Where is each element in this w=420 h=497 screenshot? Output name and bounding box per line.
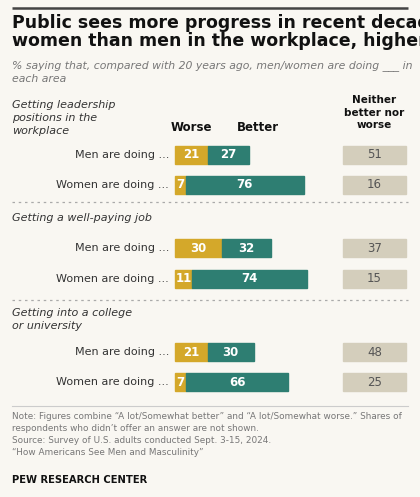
Bar (343, 176, 406, 194)
Text: Men are doing ...: Men are doing ... (75, 150, 169, 160)
Text: 32: 32 (238, 242, 255, 254)
Text: 11: 11 (176, 272, 192, 285)
Text: 16: 16 (367, 178, 382, 191)
Text: 15: 15 (367, 272, 382, 285)
Text: respondents who didn’t offer an answer are not shown.: respondents who didn’t offer an answer a… (12, 424, 259, 433)
Text: Getting a well-paying job: Getting a well-paying job (12, 213, 152, 223)
Text: 7: 7 (176, 376, 184, 389)
Text: women than men in the workplace, higher education: women than men in the workplace, higher … (12, 32, 420, 50)
Text: 21: 21 (183, 149, 200, 162)
Text: Source: Survey of U.S. adults conducted Sept. 3-15, 2024.: Source: Survey of U.S. adults conducted … (12, 436, 271, 445)
Bar (192, 270, 307, 288)
Text: % saying that, compared with 20 years ago, men/women are doing ___ in
each area: % saying that, compared with 20 years ag… (12, 60, 412, 84)
Text: 76: 76 (236, 178, 253, 191)
Text: 48: 48 (367, 345, 382, 358)
Text: Note: Figures combine “A lot/Somewhat better” and “A lot/Somewhat worse.” Shares: Note: Figures combine “A lot/Somewhat be… (12, 412, 402, 421)
Bar (343, 146, 406, 164)
Text: 30: 30 (223, 345, 239, 358)
Bar (207, 146, 249, 164)
Text: Men are doing ...: Men are doing ... (75, 243, 169, 253)
Text: Men are doing ...: Men are doing ... (75, 347, 169, 357)
Text: “How Americans See Men and Masculinity”: “How Americans See Men and Masculinity” (12, 448, 204, 457)
Bar (175, 239, 221, 257)
Bar (343, 239, 406, 257)
Text: 21: 21 (183, 345, 200, 358)
Text: 30: 30 (190, 242, 206, 254)
Text: Women are doing ...: Women are doing ... (56, 377, 169, 387)
Text: 7: 7 (176, 178, 184, 191)
Bar (175, 146, 207, 164)
Bar (343, 373, 406, 391)
Text: Women are doing ...: Women are doing ... (56, 180, 169, 190)
Text: 74: 74 (241, 272, 257, 285)
Text: Public sees more progress in recent decades for: Public sees more progress in recent deca… (12, 14, 420, 32)
Text: Getting leadership
positions in the
workplace: Getting leadership positions in the work… (12, 100, 116, 136)
Text: Worse: Worse (171, 121, 212, 134)
Bar (207, 343, 254, 361)
Bar (186, 176, 304, 194)
Text: Women are doing ...: Women are doing ... (56, 274, 169, 284)
Bar (175, 343, 207, 361)
Bar (175, 373, 186, 391)
Bar (343, 270, 406, 288)
Text: PEW RESEARCH CENTER: PEW RESEARCH CENTER (12, 475, 147, 485)
Text: 27: 27 (220, 149, 236, 162)
Text: Getting into a college
or university: Getting into a college or university (12, 308, 132, 331)
Bar (221, 239, 271, 257)
Text: 51: 51 (367, 149, 382, 162)
Bar (175, 176, 186, 194)
Text: 66: 66 (229, 376, 245, 389)
Text: 37: 37 (367, 242, 382, 254)
Text: 25: 25 (367, 376, 382, 389)
Text: Better: Better (236, 121, 278, 134)
Bar (186, 373, 288, 391)
Text: Neither
better nor
worse: Neither better nor worse (344, 95, 404, 130)
Bar (175, 270, 192, 288)
Bar (343, 343, 406, 361)
